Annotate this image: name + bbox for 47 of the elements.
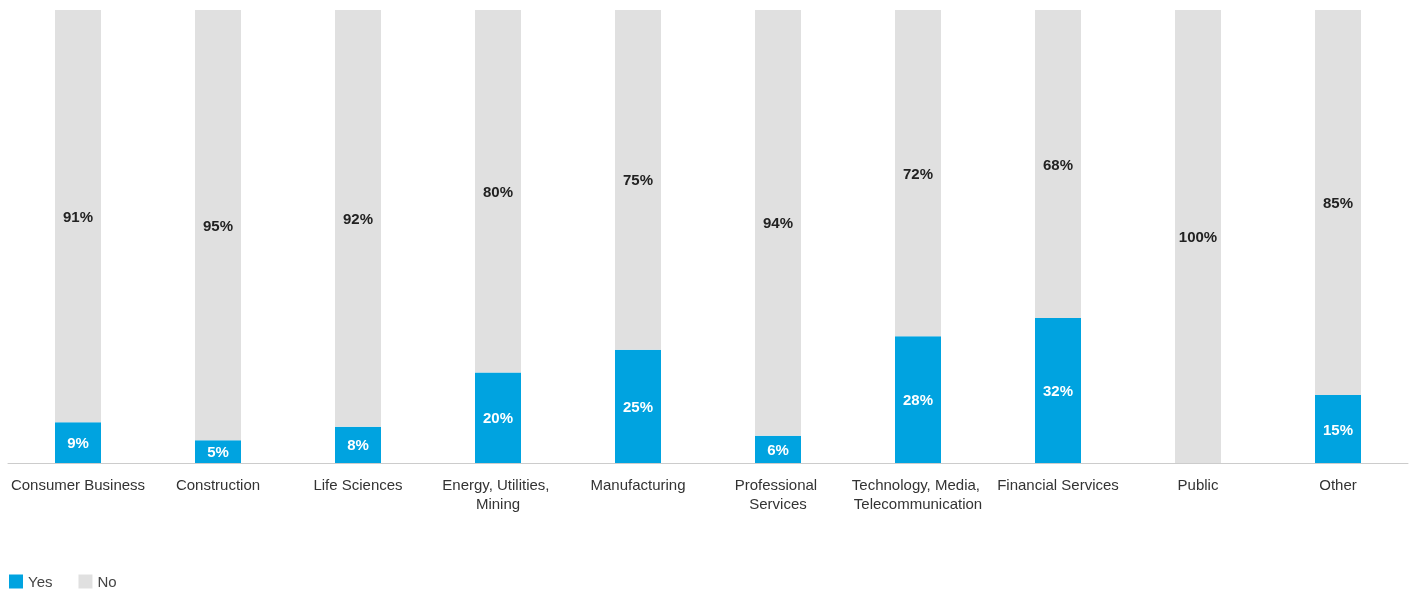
bar <box>1035 10 1081 319</box>
bar <box>755 10 801 436</box>
x-tick-label: Consumer Business <box>10 476 146 493</box>
bar <box>895 10 941 337</box>
data-label: 94% <box>762 214 794 232</box>
data-label: 5% <box>207 443 229 461</box>
data-label: 25% <box>622 397 654 415</box>
x-tick-label: Life Sciences <box>313 476 403 493</box>
data-label: 80% <box>482 182 514 200</box>
x-tick-label: Manufacturing <box>590 476 686 493</box>
bar <box>195 10 241 441</box>
bar <box>615 349 661 463</box>
bar <box>1315 395 1361 463</box>
data-label: 28% <box>902 391 934 409</box>
bar <box>335 10 381 427</box>
data-label: 32% <box>1042 382 1074 400</box>
data-label: 8% <box>347 436 369 454</box>
data-label: 68% <box>1042 155 1074 173</box>
x-tick-label: Construction <box>175 476 261 493</box>
bar <box>1035 318 1081 463</box>
bar <box>475 372 521 463</box>
data-label: 91% <box>62 207 94 225</box>
bar <box>615 10 661 350</box>
x-tick-label: Technology, Media, Telecommunication <box>851 476 985 512</box>
bar <box>1315 10 1361 396</box>
x-tick-label: Public <box>1177 476 1219 493</box>
bar <box>55 422 101 463</box>
data-label: 9% <box>67 434 89 452</box>
data-label: 92% <box>342 209 374 227</box>
bar <box>55 10 101 423</box>
data-label: 75% <box>622 171 654 189</box>
data-label: 6% <box>767 440 789 458</box>
x-tick-label: Financial Services <box>997 476 1119 493</box>
x-tick-label: Other <box>1319 476 1357 493</box>
data-label: 20% <box>482 409 514 427</box>
x-tick-label: Energy, Utilities, Mining <box>442 476 554 512</box>
data-label: 72% <box>902 164 934 182</box>
bar <box>1175 10 1221 463</box>
bar <box>895 336 941 463</box>
x-tick-label: Professional Services <box>734 476 822 512</box>
data-label: 15% <box>1322 420 1354 438</box>
legend-label: No <box>97 573 117 590</box>
bar <box>475 10 521 373</box>
legend-label: Yes <box>28 573 53 590</box>
data-label: 100% <box>1178 228 1218 245</box>
data-label: 85% <box>1322 194 1354 212</box>
data-label: 95% <box>202 216 234 234</box>
